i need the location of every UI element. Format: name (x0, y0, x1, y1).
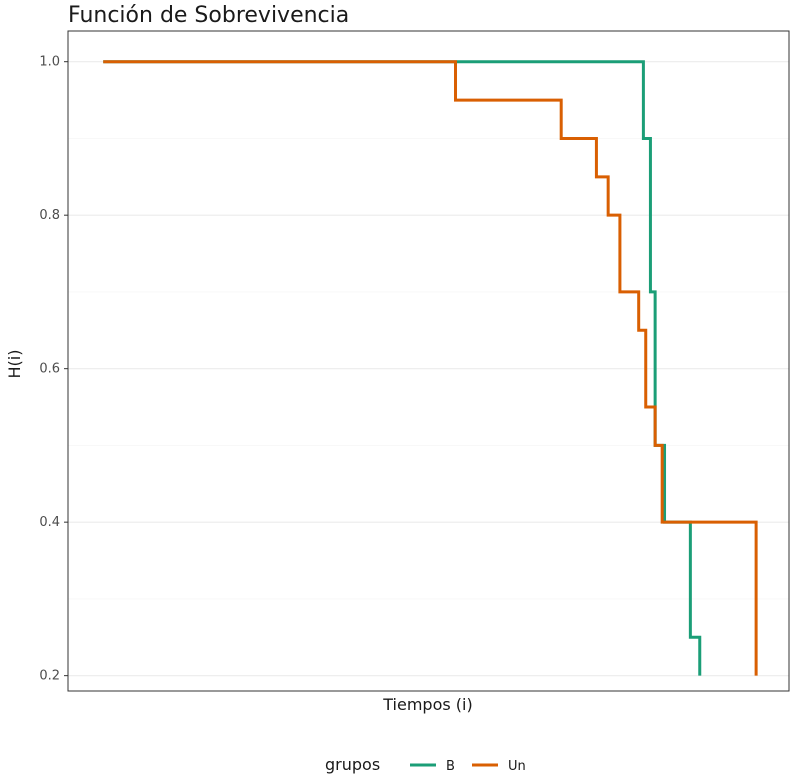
series-line-un (103, 60, 758, 676)
y-tick-label: 0.8 (39, 208, 60, 223)
chart-title: Función de Sobrevivencia (68, 3, 349, 28)
y-tick-label: 0.6 (39, 362, 60, 377)
plot-panel-border (67, 30, 790, 692)
y-tick-label: 0.4 (39, 515, 60, 530)
gridlines (68, 61, 789, 677)
series-layer (103, 60, 758, 676)
y-axis-ticks: 0.2 0.4 0.6 0.8 1.0 (39, 55, 68, 684)
y-axis-title: H(i) (5, 350, 24, 379)
legend-label-b: B (446, 759, 455, 774)
y-tick-label: 0.2 (39, 669, 60, 684)
legend-title: grupos (325, 755, 380, 774)
y-tick-label: 1.0 (39, 55, 60, 70)
legend-label-un: Un (508, 759, 526, 774)
legend: grupos B Un (325, 755, 526, 774)
x-axis-title: Tiempos (i) (382, 695, 472, 714)
